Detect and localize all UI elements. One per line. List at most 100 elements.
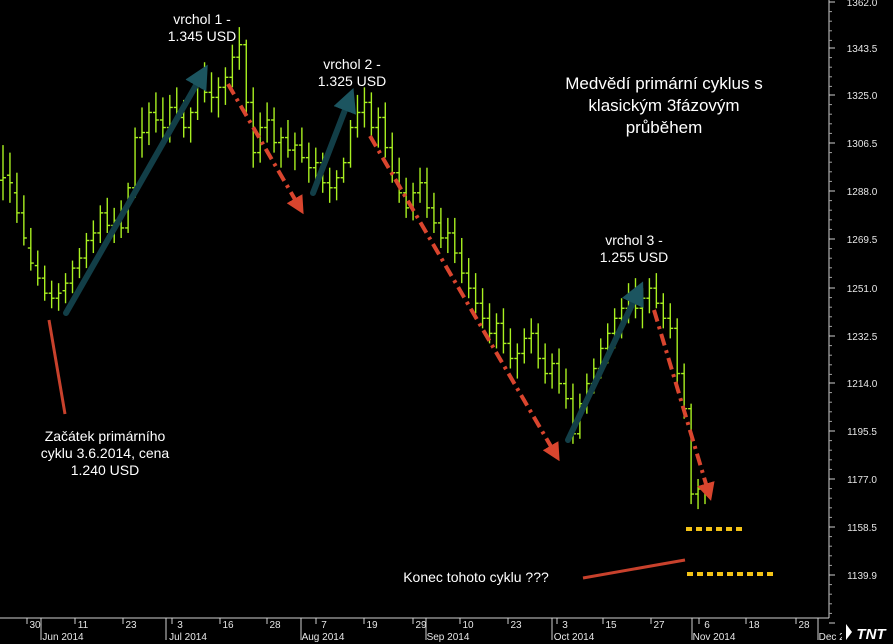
y-tick-label: 1158.5 (847, 523, 877, 534)
x-day-label: 28 (269, 620, 281, 631)
chart-title-line-2: klasickým 3fázovým (588, 96, 739, 115)
uptrend-arrow-1 (63, 64, 208, 316)
end-callout-line (582, 558, 686, 580)
x-day-label: 27 (653, 620, 665, 631)
downtrend-arrow-2 (368, 134, 560, 462)
tnt-logo: TNT (842, 620, 893, 644)
ohlc-bar (243, 39, 250, 113)
x-day-label: 3 (562, 620, 568, 631)
ohlc-bar (69, 260, 76, 294)
ohlc-bar (493, 313, 500, 349)
ohlc-bar (340, 157, 347, 183)
ohlc-bar (660, 293, 667, 329)
annotation-cycle-start-line-1: Začátek primárního (45, 428, 166, 444)
annotation-peak-2-line-1: vrchol 2 - (323, 56, 381, 72)
ohlc-bar (90, 220, 97, 254)
ohlc-bar (278, 127, 285, 168)
uptrend-arrow-3 (565, 281, 644, 443)
x-day-label: 19 (366, 620, 378, 631)
x-day-label: 23 (125, 620, 137, 631)
ohlc-bar (507, 328, 514, 369)
y-tick-label: 1214.0 (847, 379, 878, 390)
x-month-label: Jul 2014 (169, 632, 207, 643)
y-tick-label: 1139.9 (847, 571, 877, 582)
x-axis: 30 11 23 3 16 28 7 19 29 10 23 3 15 27 6 18 28 Jun 2014 Ju… (26, 618, 862, 643)
ohlc-bar (0, 145, 6, 201)
ohlc-bar (333, 170, 340, 201)
ohlc-bar (423, 167, 430, 218)
ohlc-bar (271, 107, 278, 153)
y-tick-label: 1362.0 (847, 0, 878, 9)
ohlc-bar (417, 167, 424, 203)
annotation-cycle-start: Začátek primárního cyklu 3.6.2014, cena … (41, 428, 170, 478)
ohlc-bar (236, 27, 243, 70)
x-day-label: 29 (415, 620, 427, 631)
ohlc-bar (145, 102, 152, 146)
ohlc-bar (451, 217, 458, 264)
x-day-label: 18 (748, 620, 760, 631)
x-day-label: 3 (177, 620, 183, 631)
ohlc-bar (465, 258, 472, 299)
y-tick-label: 1325.0 (847, 91, 878, 102)
ohlc-bar (159, 97, 166, 141)
chart-title-line-3: průběhem (626, 118, 703, 137)
ohlc-bar (361, 87, 368, 128)
annotation-cycle-start-line-2: cyklu 3.6.2014, cena (41, 445, 170, 461)
annotation-peak-1-line-1: vrchol 1 - (173, 11, 231, 27)
ohlc-bar (646, 278, 653, 314)
x-day-label: 10 (462, 620, 474, 631)
y-tick-label: 1232.5 (847, 332, 878, 343)
uptrend-arrow-2 (310, 88, 357, 196)
ohlc-bar (305, 142, 312, 183)
ohlc-bar (41, 265, 48, 301)
tnt-logo-text: TNT (856, 626, 887, 643)
ohlc-bar (298, 127, 305, 163)
ohlc-bar (20, 195, 27, 246)
x-day-label: 30 (29, 620, 41, 631)
annotation-peak-1-line-2: 1.345 USD (168, 28, 236, 44)
ohlc-bar (139, 107, 146, 158)
chart-title-line-1: Medvědí primární cyklus s (565, 74, 762, 93)
ohlc-bar (382, 102, 389, 158)
ohlc-bar (76, 248, 83, 279)
annotation-cycle-start-line-3: 1.240 USD (71, 462, 139, 478)
y-tick-label: 1288.0 (847, 187, 878, 198)
annotation-cycle-end: Konec tohoto cyklu ??? (403, 569, 549, 585)
ohlc-bar (403, 177, 410, 218)
x-month-label: Dec 2014 (819, 632, 862, 643)
x-month-label: Sep 2014 (427, 632, 470, 643)
ohlc-bar (13, 172, 20, 223)
ohlc-bar (48, 280, 55, 309)
ohlc-bar (556, 348, 563, 394)
ohlc-bar (6, 152, 13, 203)
annotation-cycle-end-line-1: Konec tohoto cyklu ??? (403, 569, 549, 585)
ohlc-bar (97, 205, 104, 243)
ohlc-bar (535, 323, 542, 369)
y-tick-label: 1177.0 (847, 475, 877, 486)
x-month-label: Nov 2014 (693, 632, 736, 643)
ohlc-bar (222, 67, 229, 105)
annotation-peak-3-line-1: vrchol 3 - (605, 232, 663, 248)
ohlc-bar (152, 92, 159, 133)
y-tick-label: 1195.5 (847, 427, 877, 438)
x-month-label: Oct 2014 (554, 632, 595, 643)
ohlc-bar (653, 273, 660, 309)
downtrend-arrow-1 (226, 82, 304, 215)
ohlc-bar (542, 343, 549, 384)
x-month-label: Jun 2014 (42, 632, 84, 643)
y-tick-label: 1251.0 (847, 284, 878, 295)
ohlc-bar (347, 119, 354, 168)
ohlc-bar (291, 132, 298, 171)
ohlc-bar (396, 157, 403, 203)
ohlc-bar (257, 112, 264, 163)
x-day-label: 6 (704, 620, 710, 631)
annotation-peak-2-line-2: 1.325 USD (318, 73, 386, 89)
ohlc-bar (208, 72, 215, 113)
x-day-label: 28 (798, 620, 810, 631)
start-callout-line (47, 319, 67, 415)
ohlc-bar (27, 227, 34, 271)
ohlc-bar (326, 167, 333, 203)
y-tick-label: 1306.5 (847, 139, 878, 150)
